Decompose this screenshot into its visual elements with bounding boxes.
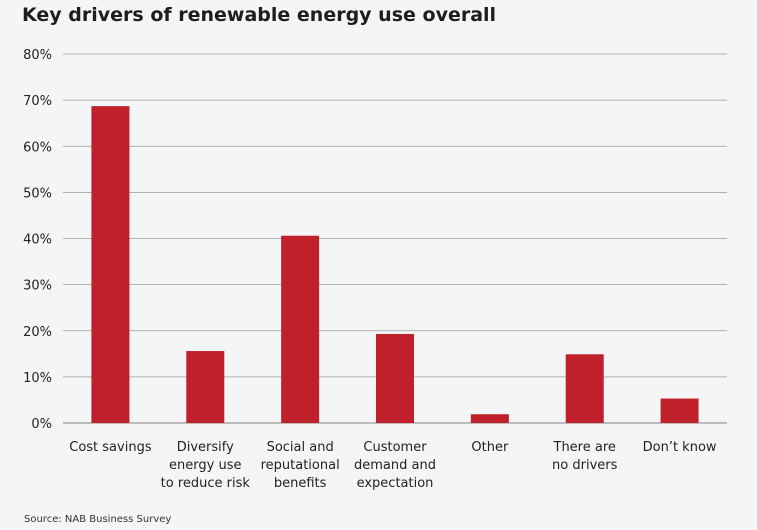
x-category-label: Cost savings	[69, 440, 152, 455]
bar	[186, 351, 225, 423]
source-note: Source: NAB Business Survey	[24, 514, 172, 525]
y-tick-label: 70%	[23, 94, 52, 109]
chart-title: Key drivers of renewable energy use over…	[22, 4, 497, 26]
y-axis-tick-labels: 0% 10% 20% 30% 40% 50% 60% 70% 80%	[23, 48, 52, 432]
bars	[91, 106, 699, 423]
bar	[281, 235, 320, 423]
x-category-label: Other	[471, 440, 509, 455]
y-tick-label: 30%	[23, 279, 52, 294]
y-tick-label: 10%	[23, 371, 52, 386]
x-category-label: Social and reputational benefits	[261, 440, 340, 491]
y-tick-label: 40%	[23, 233, 52, 248]
bar	[376, 333, 414, 423]
bar	[470, 414, 509, 423]
bar	[660, 398, 699, 423]
x-category-label: Customer demand and expectation	[354, 440, 436, 491]
x-category-label: Don’t know	[643, 440, 717, 455]
y-tick-label: 0%	[31, 417, 52, 432]
x-category-label: There are no drivers	[552, 440, 618, 473]
y-tick-label: 50%	[23, 186, 52, 201]
x-category-label: Diversify energy use to reduce risk	[161, 440, 251, 491]
x-axis-category-labels: Cost savings Diversify energy use to reduce…	[69, 440, 717, 491]
bar	[565, 354, 604, 423]
y-tick-label: 80%	[23, 48, 52, 63]
y-tick-label: 20%	[23, 325, 52, 340]
y-tick-label: 60%	[23, 140, 52, 155]
bar	[91, 106, 130, 423]
